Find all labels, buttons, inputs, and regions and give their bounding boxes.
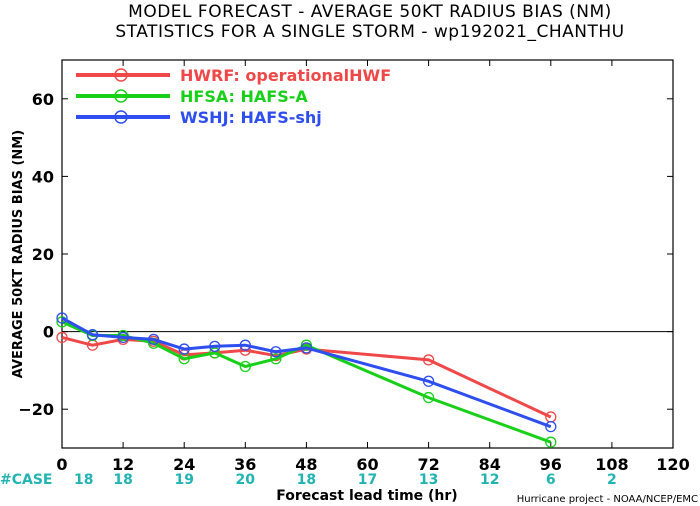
data-point xyxy=(239,360,251,373)
x-tick-label: 108 xyxy=(595,455,628,474)
legend-swatch-marker xyxy=(114,110,128,124)
y-tick-label: −20 xyxy=(18,400,54,419)
data-point xyxy=(56,331,68,344)
x-tick-label: 12 xyxy=(112,455,134,474)
case-label: #CASE xyxy=(0,472,53,488)
legend-label: HWRF: operationalHWF xyxy=(180,66,391,85)
chart-title-line1: MODEL FORECAST - AVERAGE 50KT RADIUS BIA… xyxy=(128,2,612,22)
x-tick-label: 84 xyxy=(479,455,501,474)
credit-text: Hurricane project - NOAA/NCEP/EMC xyxy=(517,494,698,505)
data-point xyxy=(209,347,221,359)
x-tick-label: 120 xyxy=(656,455,689,474)
case-count: 13 xyxy=(419,472,438,488)
case-count: 20 xyxy=(236,472,256,488)
legend-swatch-marker xyxy=(114,68,128,82)
x-axis-label: Forecast lead time (hr) xyxy=(276,488,457,504)
x-tick-label: 48 xyxy=(295,455,317,474)
data-point xyxy=(270,346,282,358)
data-point xyxy=(545,436,557,448)
y-tick-label: 20 xyxy=(32,245,54,264)
legend-label: HFSA: HAFS-A xyxy=(180,87,308,106)
series-line-2 xyxy=(61,316,552,429)
data-point xyxy=(270,353,282,365)
data-point xyxy=(422,375,435,387)
case-count: 18 xyxy=(113,472,132,488)
x-tick-label: 60 xyxy=(356,455,378,474)
data-point xyxy=(86,329,99,341)
x-tick-label: 0 xyxy=(56,455,67,474)
case-count: 18 xyxy=(74,472,93,488)
legend-swatch-marker xyxy=(114,89,128,103)
x-tick-label: 36 xyxy=(234,455,256,474)
legend-label: WSHJ: HAFS-shj xyxy=(180,108,322,127)
y-tick-label: 40 xyxy=(32,167,54,186)
data-point xyxy=(56,312,68,324)
case-count: 12 xyxy=(480,472,499,488)
data-point xyxy=(422,391,435,404)
data-point xyxy=(545,421,557,433)
case-count: 6 xyxy=(546,472,556,488)
chart-title-line2: STATISTICS FOR A SINGLE STORM - wp192021… xyxy=(115,22,624,42)
case-count: 17 xyxy=(358,472,377,488)
y-axis-label: AVERAGE 50KT RADIUS BIAS (NM) xyxy=(11,130,26,378)
data-point xyxy=(300,342,313,354)
case-count: 19 xyxy=(174,472,193,488)
data-point xyxy=(209,340,221,352)
x-tick-label: 72 xyxy=(417,455,439,474)
data-point xyxy=(422,354,435,366)
x-tick-label: 96 xyxy=(540,455,562,474)
data-point xyxy=(178,343,190,355)
case-count: 2 xyxy=(607,472,617,488)
data-point xyxy=(239,339,251,351)
data-point xyxy=(147,333,160,346)
y-tick-label: 60 xyxy=(32,90,54,109)
x-tick-label: 24 xyxy=(173,455,195,474)
y-tick-label: 0 xyxy=(43,323,54,342)
case-count: 18 xyxy=(297,472,316,488)
data-point xyxy=(300,339,313,351)
data-point xyxy=(117,331,129,344)
